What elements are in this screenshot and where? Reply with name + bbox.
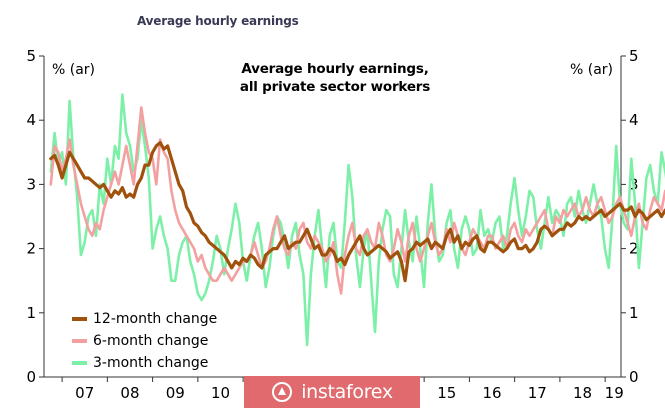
legend-label-3-month: 3-month change	[93, 355, 209, 371]
y-axis-left: 0 1 2 3 4 5	[26, 47, 44, 386]
x-tick-label-10: 10	[211, 384, 230, 402]
watermark-banner: instaforex	[244, 376, 420, 408]
y-tick-label-left-4: 4	[26, 111, 36, 129]
series-layer	[49, 93, 665, 347]
y-tick-label-right-0: 0	[629, 368, 639, 386]
legend-swatch-6-month	[72, 339, 87, 343]
x-tick-label-16: 16	[482, 384, 501, 402]
legend-item-12-month: 12-month change	[72, 308, 217, 330]
x-tick-label-17: 17	[528, 384, 547, 402]
x-tick-label-08: 08	[120, 384, 139, 402]
x-tick-label-19: 19	[605, 384, 624, 402]
header-title: Average hourly earnings	[137, 14, 299, 28]
x-tick-label-15: 15	[437, 384, 456, 402]
legend-item-3-month: 3-month change	[72, 352, 217, 374]
y-tick-label-left-0: 0	[26, 368, 36, 386]
x-tick-label-18: 18	[573, 384, 592, 402]
y-tick-label-right-1: 1	[629, 304, 639, 322]
legend-swatch-12-month	[72, 317, 87, 321]
y-tick-label-left-3: 3	[26, 175, 36, 193]
y-tick-label-right-4: 4	[629, 111, 639, 129]
series-line-12-month-change	[49, 141, 665, 283]
x-tick-label-07: 07	[75, 384, 94, 402]
series-line-3-month-change	[49, 93, 665, 347]
watermark-logo-icon	[272, 382, 293, 402]
legend-item-6-month: 6-month change	[72, 330, 217, 352]
x-tick-label-09: 09	[166, 384, 185, 402]
y-tick-label-left-5: 5	[26, 47, 36, 65]
legend: 12-month change 6-month change 3-month c…	[72, 308, 217, 374]
watermark-text: instaforex	[301, 381, 393, 403]
chart-title-line-1: Average hourly earnings,	[241, 61, 429, 77]
chart-title-line-2: all private sector workers	[239, 79, 431, 95]
y-tick-label-right-2: 2	[629, 240, 639, 258]
legend-label-12-month: 12-month change	[93, 311, 218, 327]
y-tick-label-left-1: 1	[26, 304, 36, 322]
y-tick-label-right-5: 5	[629, 47, 639, 65]
y-axis-right-unit: % (ar)	[570, 62, 614, 78]
legend-label-6-month: 6-month change	[93, 333, 209, 349]
chart-title: Average hourly earnings, all private sec…	[215, 60, 455, 96]
y-tick-label-left-2: 2	[26, 240, 36, 258]
x-axis: 07 08 09 10 15 16 17 18 19	[61, 377, 624, 402]
y-axis-left-unit: % (ar)	[52, 62, 96, 78]
legend-swatch-3-month	[72, 361, 87, 365]
